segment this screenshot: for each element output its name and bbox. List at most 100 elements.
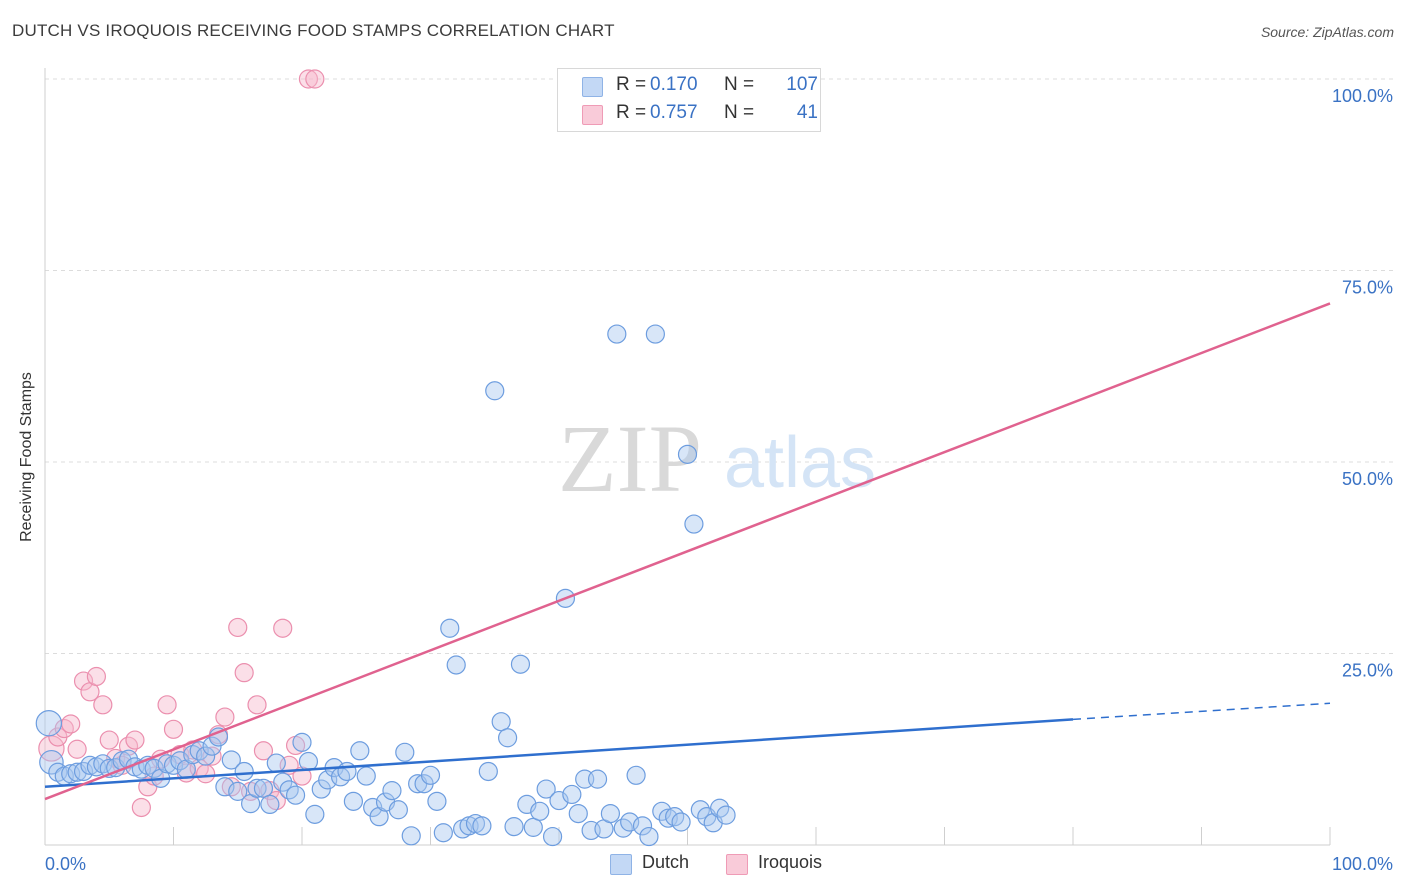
iroquois-point [125, 730, 145, 750]
iroquois-point [93, 695, 113, 715]
dutch-point [228, 781, 248, 801]
legend-r-value: 0.170 [650, 74, 698, 95]
y-tick-label: 75.0% [1342, 278, 1393, 298]
iroquois-point [247, 695, 267, 715]
dutch-point [298, 751, 319, 772]
iroquois-point [305, 69, 325, 89]
dutch-point [632, 816, 653, 836]
chart-title: DUTCH VS IROQUOIS RECEIVING FOOD STAMPS … [12, 21, 615, 40]
dutch-point [292, 732, 312, 752]
dutch-point [440, 618, 460, 638]
legend-label-dutch: Dutch [642, 852, 690, 872]
iroquois-point [273, 618, 293, 638]
iroquois-point [86, 666, 107, 687]
dutch-point [388, 800, 408, 820]
dutch-point [305, 804, 325, 824]
dutch-point [144, 758, 164, 779]
series-legend: Dutch Iroquois [0, 852, 1406, 878]
dutch-point [510, 654, 531, 674]
dutch-point [639, 826, 659, 847]
iroquois-point [61, 714, 81, 734]
y-tick-label: 50.0% [1342, 469, 1393, 489]
x-tick-label: 100.0% [1332, 854, 1393, 874]
legend-r-value: 0.757 [650, 102, 698, 123]
series-dutch [35, 324, 736, 847]
dutch-point [491, 712, 511, 732]
y-tick-label: 25.0% [1342, 661, 1393, 681]
dutch-point [485, 381, 505, 401]
dutch-point [665, 807, 685, 827]
dutch-point [671, 812, 691, 832]
dutch-point [356, 766, 376, 786]
y-axis-label: Receiving Food Stamps [18, 372, 35, 542]
legend-r-label: R = [616, 74, 647, 95]
legend-n-value: 41 [796, 102, 818, 123]
dutch-point [215, 777, 235, 797]
series-iroquois [38, 69, 325, 818]
legend-label-iroquois: Iroquois [758, 852, 823, 872]
dutch-point [401, 826, 421, 846]
dutch-point [273, 772, 293, 792]
watermark-zip: ZIP [558, 405, 702, 512]
iroquois-point [163, 719, 184, 739]
watermark-atlas: atlas [724, 423, 876, 503]
dutch-point [620, 812, 640, 832]
iroquois-point [234, 663, 254, 683]
dutch-point [279, 780, 299, 800]
iroquois-point [67, 739, 87, 759]
iroquois-point [215, 707, 235, 727]
trend-line-dutch [44, 718, 1074, 789]
dutch-point [645, 324, 665, 344]
dutch-point [35, 710, 63, 737]
dutch-point [285, 785, 306, 805]
trend-line-dutch-extension [1072, 702, 1331, 721]
iroquois-point [131, 797, 151, 818]
dutch-point [446, 655, 466, 675]
dutch-point [234, 761, 254, 782]
legend-n-value: 107 [786, 74, 818, 95]
dutch-point [221, 750, 241, 770]
legend-r-label: R = [616, 102, 647, 123]
iroquois-point [253, 741, 274, 761]
dutch-point [253, 778, 274, 798]
dutch-point [600, 803, 621, 824]
iroquois-point [228, 617, 248, 638]
dutch-point [350, 741, 370, 761]
dutch-point [343, 791, 363, 811]
dutch-point [587, 769, 608, 789]
dutch-point [196, 746, 216, 766]
dutch-point [472, 816, 492, 836]
legend-n-label: N = [724, 74, 755, 95]
source-label: Source: ZipAtlas.com [1260, 24, 1394, 40]
dutch-point [266, 753, 286, 773]
dutch-point [118, 749, 139, 769]
legend-swatch-dutch [582, 77, 603, 97]
gridlines [45, 78, 1395, 654]
dutch-point [677, 444, 698, 464]
dutch-point [626, 765, 646, 785]
dutch-point [504, 817, 524, 837]
legend-swatch-iroquois [582, 105, 603, 125]
dutch-point [337, 761, 357, 782]
dutch-point [395, 742, 415, 762]
dutch-point [542, 826, 563, 847]
stats-legend: R = 0.170 N = 107 R = 0.757 N = 41 [557, 68, 821, 132]
dutch-point [536, 779, 556, 799]
iroquois-point [73, 671, 94, 691]
dutch-point [260, 794, 280, 815]
dutch-point [420, 765, 441, 785]
dutch-point [247, 778, 267, 798]
iroquois-point [298, 69, 319, 89]
dutch-point [478, 761, 498, 782]
iroquois-point [157, 695, 177, 715]
legend-n-label: N = [724, 102, 755, 123]
iroquois-point [99, 730, 119, 750]
dutch-point [208, 727, 229, 747]
dutch-point [382, 781, 402, 801]
dutch-point [684, 514, 704, 534]
iroquois-point [196, 764, 216, 784]
trend-lines [44, 302, 1331, 801]
dutch-point [189, 741, 209, 761]
dutch-point [607, 324, 627, 344]
